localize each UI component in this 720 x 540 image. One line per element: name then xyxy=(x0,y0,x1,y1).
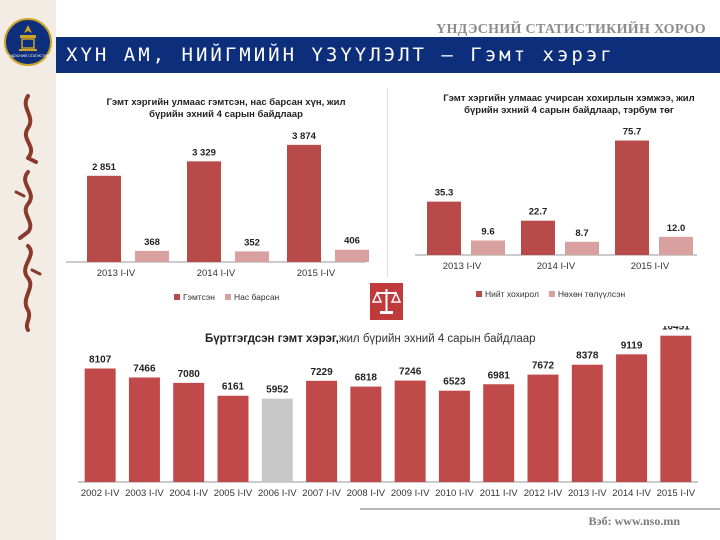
bar-Нөхөн төлүүлсэн-2015 I-IV xyxy=(659,236,693,255)
data-label: 6818 xyxy=(355,373,378,384)
bar-Нөхөн төлүүлсэн-2014 I-IV xyxy=(565,241,599,255)
data-label: 35.3 xyxy=(435,188,454,199)
bar-2015 I-IV xyxy=(660,335,692,482)
data-label: 7246 xyxy=(399,367,422,378)
x-tick-label: 2007 I-IV xyxy=(302,488,341,499)
bar-2014 I-IV xyxy=(616,354,648,482)
bar-Нийт хохирол-2014 I-IV xyxy=(521,220,555,255)
bar-2011 I-IV xyxy=(483,384,515,482)
bar-2013 I-IV xyxy=(571,364,603,482)
legend-swatch xyxy=(224,294,231,300)
data-label: 368 xyxy=(144,237,160,248)
x-tick-label: 2010 I-IV xyxy=(435,488,474,499)
x-tick-label: 2013 I-IV xyxy=(443,261,482,272)
data-label: 8378 xyxy=(576,351,599,362)
legend-swatch xyxy=(476,291,482,297)
page-title: ХҮН АМ, НИЙГМИЙН ҮЗҮҮЛЭЛТ – Гэмт хэрэг xyxy=(66,44,615,66)
bar-2002 I-IV xyxy=(84,368,116,482)
data-label: 7672 xyxy=(532,361,555,372)
bar-2005 I-IV xyxy=(217,395,249,482)
data-label: 2 851 xyxy=(92,162,116,173)
legend-label: Нас барсан xyxy=(234,292,280,302)
chart2-title: Гэмт хэргийн улмаас учирсан хохирлын хэм… xyxy=(443,93,695,116)
data-label: 8.7 xyxy=(575,228,588,239)
data-label: 7080 xyxy=(178,369,201,380)
x-tick-label: 2014 I-IV xyxy=(537,261,576,272)
bar-2006 I-IV xyxy=(261,398,293,482)
data-label: 6523 xyxy=(443,377,466,388)
chart3-title-rest: жил бүрийн эхний 4 сарын байдлаар xyxy=(339,333,536,345)
data-label: 5952 xyxy=(266,385,289,396)
bar-2009 I-IV xyxy=(394,380,426,482)
bar-2003 I-IV xyxy=(128,377,160,482)
bar-2008 I-IV xyxy=(350,386,382,482)
x-tick-label: 2008 I-IV xyxy=(347,488,386,499)
data-label: 3 874 xyxy=(292,131,316,142)
chart-injured-deaths: 2 851 368 2013 I-IV 3 329 352 2014 I-IV 3 874 4… xyxy=(66,131,369,302)
title-bar: ХҮН АМ, НИЙГМИЙН ҮЗҮҮЛЭЛТ – Гэмт хэрэг xyxy=(56,37,720,73)
data-label: 8107 xyxy=(89,355,112,366)
data-label: 22.7 xyxy=(529,207,548,218)
bar-Нас барсан-2015 I-IV xyxy=(335,249,369,262)
data-label: 9119 xyxy=(621,340,643,351)
x-tick-label: 2014 I-IV xyxy=(612,488,651,499)
x-tick-label: 2014 I-IV xyxy=(197,268,236,279)
data-label: 406 xyxy=(344,236,360,247)
x-tick-label: 2005 I-IV xyxy=(214,488,253,499)
data-label: 3 329 xyxy=(192,147,216,158)
data-label: 6161 xyxy=(222,382,245,393)
x-tick-label: 2015 I-IV xyxy=(631,261,670,272)
data-label: 352 xyxy=(244,237,260,248)
x-tick-label: 2012 I-IV xyxy=(524,488,563,499)
mongolian-script-decoration xyxy=(14,94,42,332)
legend-label: Нийт хохирол xyxy=(485,289,539,299)
x-tick-label: 2004 I-IV xyxy=(169,488,208,499)
chart1-title: Гэмт хэргийн улмаас гэмтсэн, нас барсан … xyxy=(106,97,346,120)
bar-2007 I-IV xyxy=(306,380,338,482)
footer-rule xyxy=(360,508,720,510)
bar-Нөхөн төлүүлсэн-2013 I-IV xyxy=(471,240,505,255)
nso-logo: ҮНДЭСНИЙ СТАТИСТИК xyxy=(4,18,52,66)
section-divider xyxy=(387,88,388,278)
chart-damage: 35.3 9.6 2013 I-IV 22.7 8.7 2014 I-IV 75.7 12.0… xyxy=(415,127,697,299)
scales-of-justice-icon xyxy=(370,283,403,320)
organization-name: ҮНДЭСНИЙ СТАТИСТИКИЙН ХОРОО xyxy=(436,22,706,37)
website-link: Вэб: www.nso.mn xyxy=(588,514,680,528)
bar-Нас барсан-2013 I-IV xyxy=(135,250,169,262)
x-tick-label: 2003 I-IV xyxy=(125,488,164,499)
x-tick-label: 2013 I-IV xyxy=(97,268,136,279)
bar-2010 I-IV xyxy=(438,390,470,482)
data-label: 75.7 xyxy=(623,127,642,138)
chart3-title-bold: Бүртгэгдсэн гэмт хэрэг, xyxy=(205,333,339,345)
data-label: 10451 xyxy=(662,326,690,333)
data-label: 7229 xyxy=(310,367,333,378)
bar-Гэмтсэн-2013 I-IV xyxy=(87,175,121,262)
data-label: 6981 xyxy=(488,370,511,381)
legend-label: Нөхөн төлүүлсэн xyxy=(558,289,626,299)
x-tick-label: 2009 I-IV xyxy=(391,488,430,499)
x-tick-label: 2011 I-IV xyxy=(480,488,519,499)
x-tick-label: 2015 I-IV xyxy=(297,268,336,279)
logo-text: ҮНДЭСНИЙ СТАТИСТИК xyxy=(7,54,50,58)
bar-2004 I-IV xyxy=(173,382,205,482)
data-label: 9.6 xyxy=(481,226,494,237)
x-tick-label: 2002 I-IV xyxy=(81,488,120,499)
legend-label: Гэмтсэн xyxy=(183,292,215,302)
x-tick-label: 2013 I-IV xyxy=(568,488,607,499)
bar-Нийт хохирол-2013 I-IV xyxy=(427,201,461,255)
bar-Гэмтсэн-2015 I-IV xyxy=(287,144,321,262)
chart-registered-crimes: Бүртгэгдсэн гэмт хэрэг, жил бүрийн эхний… xyxy=(78,326,698,499)
data-label: 7466 xyxy=(133,363,156,374)
data-label: 12.0 xyxy=(667,223,686,234)
legend-swatch xyxy=(174,294,180,300)
bar-Нийт хохирол-2015 I-IV xyxy=(615,140,649,255)
bar-Нас барсан-2014 I-IV xyxy=(235,251,269,262)
x-tick-label: 2015 I-IV xyxy=(657,488,696,499)
sidebar-panel: ҮНДЭСНИЙ СТАТИСТИК xyxy=(0,0,56,540)
bar-Гэмтсэн-2014 I-IV xyxy=(187,161,221,262)
bar-2012 I-IV xyxy=(527,374,559,482)
legend-swatch xyxy=(548,291,555,297)
x-tick-label: 2006 I-IV xyxy=(258,488,297,499)
